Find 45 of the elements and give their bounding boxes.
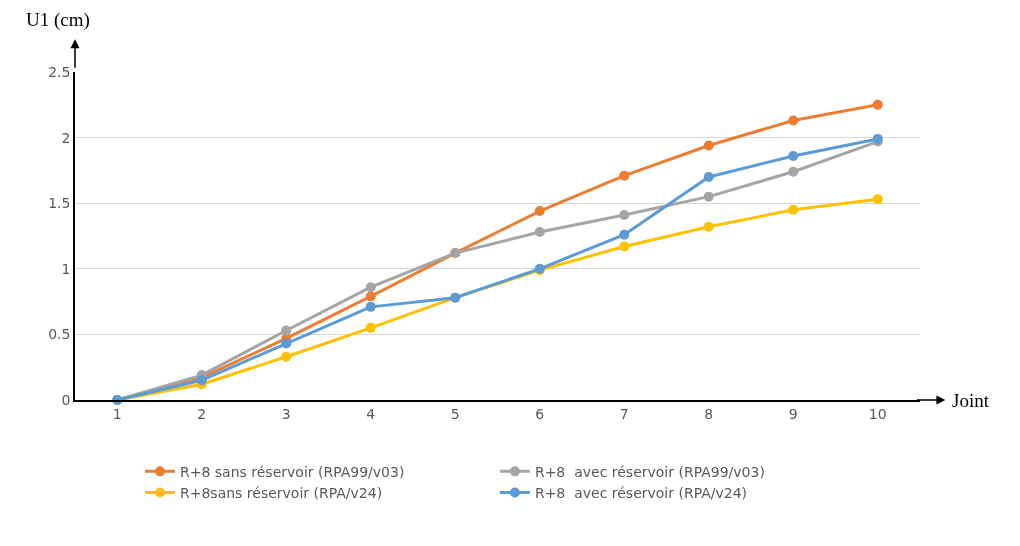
point: [619, 210, 630, 221]
legend-label: R+8 avec réservoir (RPA/v24): [534, 485, 748, 502]
legend-label: R+8 sans réservoir (RPA99/v03): [180, 463, 405, 480]
x-tick-label: 3: [281, 405, 291, 422]
point: [703, 221, 714, 232]
point: [619, 170, 630, 181]
point: [534, 206, 545, 217]
point: [872, 99, 883, 110]
point: [703, 140, 714, 151]
point: [365, 322, 376, 333]
point: [619, 241, 630, 252]
point: [534, 227, 545, 238]
legend-label: R+8 avec réservoir (RPA99/v03): [534, 463, 765, 480]
point: [703, 171, 714, 182]
y-tick-label: 1.5: [48, 195, 71, 212]
y-tick-label: 2: [61, 129, 71, 146]
x-tick-label: 8: [704, 405, 714, 422]
y-tick-label: 0.5: [48, 326, 71, 343]
x-tick-label: 1: [112, 405, 122, 422]
point: [365, 282, 376, 293]
point: [703, 191, 714, 202]
y-axis-title: U1 (cm): [26, 9, 90, 31]
point: [788, 204, 799, 215]
point: [281, 351, 292, 362]
x-tick-label: 7: [619, 405, 629, 422]
x-tick-label: 6: [535, 405, 545, 422]
x-tick-label: 9: [788, 405, 798, 422]
y-tick-label: 0: [61, 391, 71, 408]
x-tick-label: 5: [450, 405, 460, 422]
point: [281, 325, 292, 336]
y-tick-label: 1: [61, 260, 71, 277]
y-tick-label: 2.5: [48, 63, 71, 80]
point: [619, 229, 630, 240]
point: [365, 291, 376, 302]
x-tick-label: 4: [366, 405, 376, 422]
point: [788, 166, 799, 177]
x-axis-title: Joint: [952, 390, 990, 411]
point: [788, 150, 799, 161]
point: [281, 338, 292, 349]
x-tick-label: 10: [868, 405, 887, 422]
legend-label: R+8sans réservoir (RPA/v24): [180, 485, 383, 502]
x-tick-label: 2: [197, 405, 207, 422]
point: [788, 115, 799, 126]
point: [365, 301, 376, 312]
point: [872, 194, 883, 205]
